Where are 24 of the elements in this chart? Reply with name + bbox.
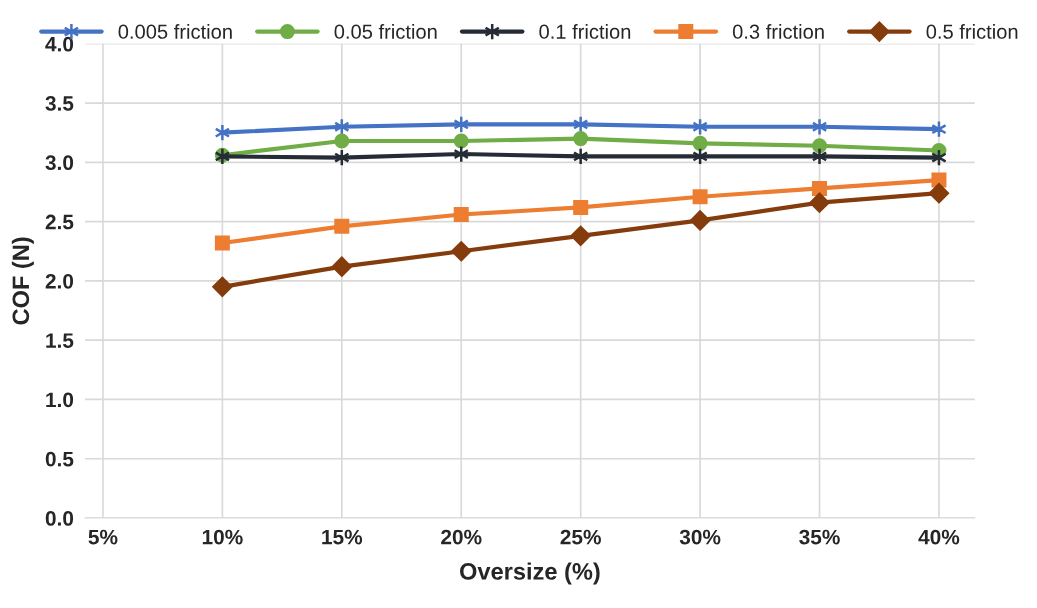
x-tick-label: 25%	[560, 529, 601, 545]
y-tick-label: 0.0	[45, 511, 74, 526]
y-tick-label: 1.5	[46, 333, 74, 348]
y-axis-title: COF (N)	[11, 237, 34, 325]
y-tick-label: 2.0	[45, 273, 74, 289]
y-tick-label: 2.5	[45, 214, 74, 230]
y-tick-label: 3.5	[45, 96, 74, 111]
x-tick-label: 40%	[918, 529, 960, 545]
legend-label: 0.1 friction	[539, 24, 631, 39]
x-tick-label: 15%	[322, 529, 363, 545]
x-tick-label: 10%	[202, 529, 243, 545]
y-tick-label: 3.0	[45, 155, 74, 171]
x-tick-label: 35%	[799, 529, 840, 545]
y-tick-label: 1.0	[46, 392, 74, 408]
legend-label: 0.5 friction	[926, 24, 1018, 39]
y-tick-label: 0.5	[45, 451, 74, 467]
x-tick-label: 30%	[679, 529, 721, 545]
legend-label: 0.05 friction	[334, 24, 437, 39]
x-tick-label: 5%	[88, 529, 118, 545]
y-tick-label: 4.0	[45, 36, 74, 52]
x-axis-title: Oversize (%)	[460, 562, 600, 585]
legend-label: 0.005 friction	[118, 24, 232, 39]
x-tick-label: 20%	[441, 529, 482, 545]
legend-label: 0.3 friction	[732, 24, 824, 39]
